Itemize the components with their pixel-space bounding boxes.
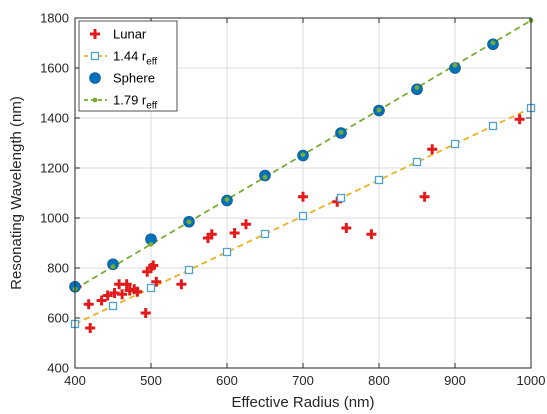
data-point: [338, 129, 344, 135]
legend-label: 1.44 reff: [113, 49, 157, 68]
data-point: [412, 157, 422, 167]
plot-frame: [74, 17, 532, 369]
data-point: [300, 152, 306, 158]
data-point: [85, 323, 96, 333]
y-tick-label: 400: [47, 361, 69, 376]
data-point: [427, 144, 438, 155]
data-point: [262, 174, 268, 180]
data-point: [140, 308, 151, 318]
data-point: [102, 290, 113, 301]
x-tick-label: 800: [368, 373, 390, 388]
legend-label-sub: eff: [146, 101, 157, 112]
data-point: [151, 276, 162, 287]
data-point: [514, 114, 525, 125]
y-axis-title: Resonating Wavelength (nm): [8, 96, 25, 290]
x-tick-label: 400: [64, 373, 86, 388]
y-tick-label: 1800: [40, 11, 69, 26]
data-point: [229, 228, 240, 238]
data-point: [96, 295, 107, 306]
data-point: [241, 219, 251, 230]
axes: 400 500 600 700 800 900 1000 400 600 800 1000 1200 1…: [40, 11, 545, 389]
data-point: [336, 193, 346, 203]
y-tick-label: 800: [47, 261, 69, 276]
legend-marker: [90, 29, 100, 39]
data-point: [298, 191, 308, 202]
legend-marker: [92, 97, 98, 103]
data-point: [376, 107, 382, 113]
data-point: [148, 260, 159, 271]
data-point: [108, 301, 118, 311]
data-point: [452, 62, 458, 68]
data-point: [186, 219, 192, 225]
data-point: [206, 229, 217, 240]
series-0: [71, 114, 525, 333]
data-point: [117, 289, 128, 300]
x-tick-label: 700: [292, 373, 314, 388]
y-tick-label: 1400: [40, 111, 69, 126]
data-point: [341, 223, 352, 233]
y-tick-label: 1000: [40, 211, 69, 226]
data-point: [449, 62, 461, 74]
x-tick-label: 900: [444, 373, 466, 388]
data-point: [132, 286, 143, 297]
legend-marker: [90, 51, 100, 61]
legend-label-sub: eff: [146, 57, 157, 68]
legend-label-main: 1.44 r: [113, 49, 147, 64]
data-point: [121, 279, 132, 290]
legend-marker: [89, 72, 101, 84]
y-tick-label: 1600: [40, 61, 69, 76]
legend-label: Sphere: [113, 71, 155, 86]
legend-label: Lunar: [113, 27, 147, 42]
data-point: [148, 241, 154, 247]
data-point: [374, 175, 384, 185]
data-point: [298, 211, 308, 221]
data-point: [366, 229, 377, 240]
data-point: [414, 85, 420, 91]
data-point: [184, 265, 194, 275]
y-tick-label: 1200: [40, 161, 69, 176]
x-tick-label: 600: [216, 373, 238, 388]
data-point: [450, 139, 460, 149]
data-point: [260, 229, 270, 239]
y-tick-label: 600: [47, 311, 69, 326]
data-point: [490, 40, 496, 46]
data-point: [83, 299, 94, 310]
legend-label-main: 1.79 r: [113, 93, 147, 108]
data-point: [110, 264, 116, 270]
data-point: [488, 121, 498, 131]
x-tick-label: 500: [140, 373, 162, 388]
data-point: [176, 279, 187, 290]
legend-label: 1.79 reff: [113, 93, 157, 112]
data-point: [222, 247, 232, 257]
data-point: [224, 197, 230, 202]
x-tick-label: 1000: [517, 373, 546, 388]
x-axis-title: Effective Radius (nm): [231, 394, 374, 411]
data-point: [419, 191, 430, 202]
data-point: [146, 283, 156, 293]
